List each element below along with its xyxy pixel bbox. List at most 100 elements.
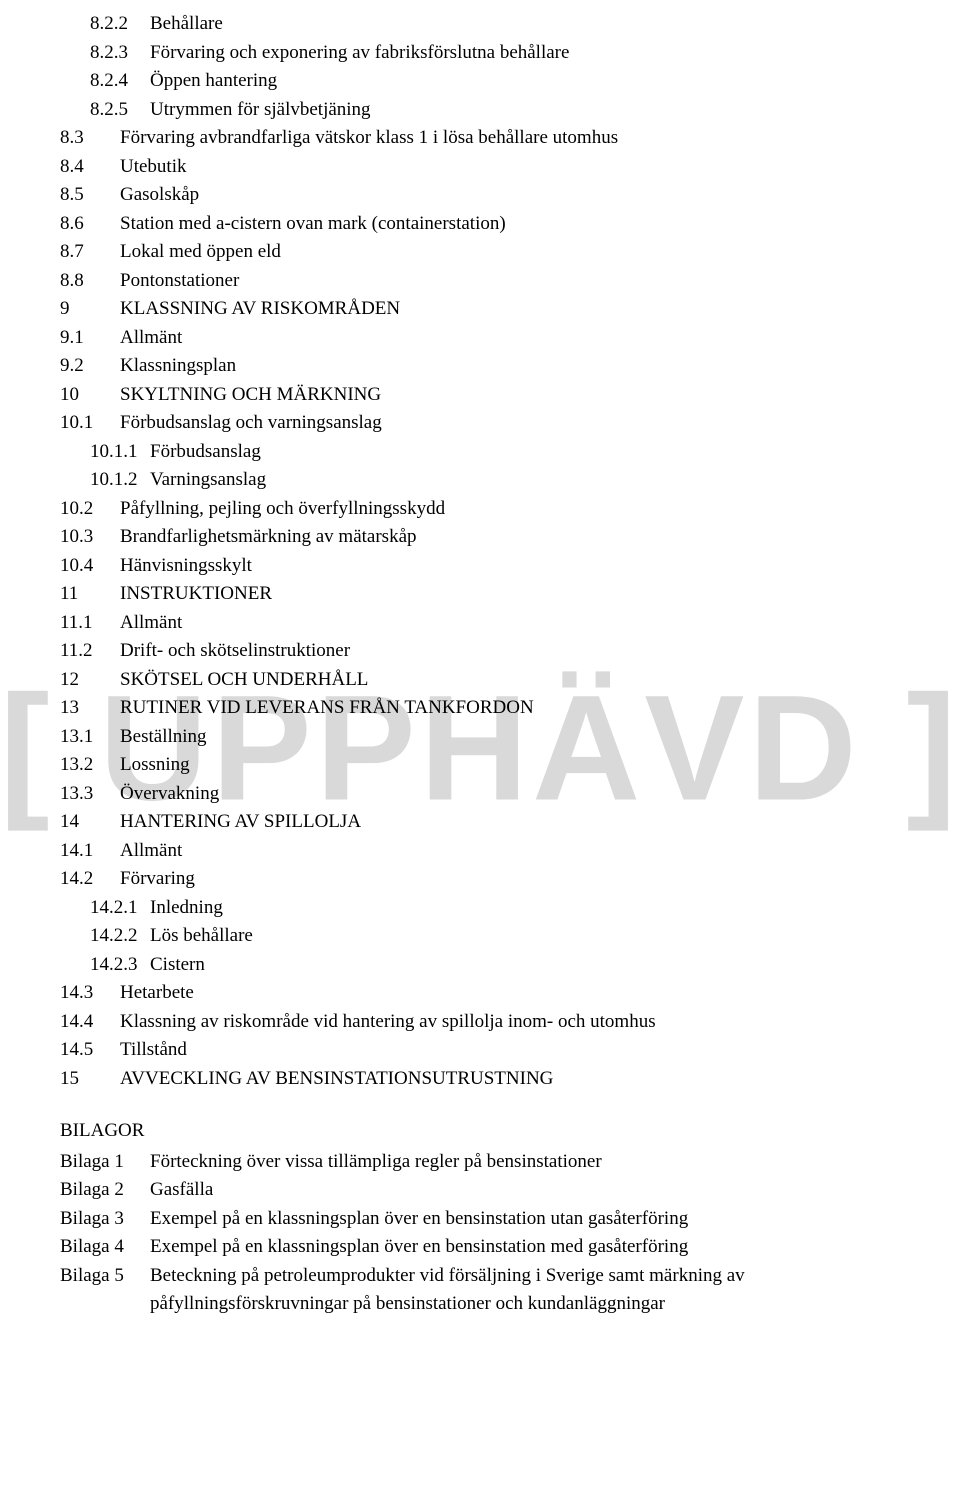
toc-number: 11.1: [60, 609, 120, 638]
bilaga-row: Bilaga 4Exempel på en klassningsplan öve…: [60, 1233, 900, 1262]
toc-number: 10.4: [60, 552, 120, 581]
bilagor-list: Bilaga 1Förteckning över vissa tillämpli…: [60, 1148, 900, 1319]
toc-number: 12: [60, 666, 120, 695]
toc-row: 11.2Drift- och skötselinstruktioner: [60, 637, 900, 666]
toc-number: 8.3: [60, 124, 120, 153]
toc-number: 8.2.3: [90, 39, 150, 68]
toc-list: 8.2.2Behållare8.2.3Förvaring och exponer…: [60, 10, 900, 1093]
toc-row: 9.2Klassningsplan: [60, 352, 900, 381]
toc-row: 8.2.3Förvaring och exponering av fabriks…: [60, 39, 900, 68]
toc-text: Klassningsplan: [120, 352, 236, 381]
toc-row: 11.1Allmänt: [60, 609, 900, 638]
toc-row: 14.2.1Inledning: [60, 894, 900, 923]
toc-number: 8.4: [60, 153, 120, 182]
toc-text: Brandfarlighetsmärkning av mätarskåp: [120, 523, 417, 552]
toc-row: 10.1Förbudsanslag och varningsanslag: [60, 409, 900, 438]
toc-number: 8.7: [60, 238, 120, 267]
toc-number: 8.2.4: [90, 67, 150, 96]
toc-row: 10.1.1Förbudsanslag: [60, 438, 900, 467]
toc-number: 8.8: [60, 267, 120, 296]
toc-number: 9: [60, 295, 120, 324]
toc-text: AVVECKLING AV BENSINSTATIONSUTRUSTNING: [120, 1065, 553, 1094]
toc-number: 10.3: [60, 523, 120, 552]
toc-number: 14.5: [60, 1036, 120, 1065]
toc-row: 8.3Förvaring avbrandfarliga vätskor klas…: [60, 124, 900, 153]
toc-row: 12SKÖTSEL OCH UNDERHÅLL: [60, 666, 900, 695]
toc-number: 14.1: [60, 837, 120, 866]
toc-text: Allmänt: [120, 609, 182, 638]
bilagor-heading: BILAGOR: [60, 1117, 900, 1146]
toc-text: Hänvisningsskylt: [120, 552, 252, 581]
toc-row: 10.2Påfyllning, pejling och överfyllning…: [60, 495, 900, 524]
toc-text: RUTINER VID LEVERANS FRÅN TANKFORDON: [120, 694, 534, 723]
toc-number: 9.1: [60, 324, 120, 353]
toc-text: Förbudsanslag och varningsanslag: [120, 409, 382, 438]
toc-row: 10SKYLTNING OCH MÄRKNING: [60, 381, 900, 410]
toc-text: Hetarbete: [120, 979, 194, 1008]
toc-text: Drift- och skötselinstruktioner: [120, 637, 350, 666]
toc-number: 10: [60, 381, 120, 410]
toc-row: 8.5Gasolskåp: [60, 181, 900, 210]
bilaga-row: Bilaga 2Gasfälla: [60, 1176, 900, 1205]
toc-row: 14.3Hetarbete: [60, 979, 900, 1008]
toc-text: INSTRUKTIONER: [120, 580, 272, 609]
toc-text: Lös behållare: [150, 922, 253, 951]
bilaga-row: Bilaga 1Förteckning över vissa tillämpli…: [60, 1148, 900, 1177]
toc-number: 9.2: [60, 352, 120, 381]
bilaga-text: Exempel på en klassningsplan över en ben…: [150, 1233, 688, 1262]
toc-text: HANTERING AV SPILLOLJA: [120, 808, 361, 837]
toc-text: Allmänt: [120, 324, 182, 353]
page: [ UPPHÄVD ] 8.2.2Behållare8.2.3Förvaring…: [0, 0, 960, 1496]
toc-number: 15: [60, 1065, 120, 1094]
toc-number: 10.2: [60, 495, 120, 524]
bilaga-number: Bilaga 2: [60, 1176, 150, 1205]
toc-row: 14.1Allmänt: [60, 837, 900, 866]
toc-number: 10.1: [60, 409, 120, 438]
toc-row: 8.8Pontonstationer: [60, 267, 900, 296]
toc-number: 13.2: [60, 751, 120, 780]
toc-row: 8.7Lokal med öppen eld: [60, 238, 900, 267]
toc-row: 8.2.2Behållare: [60, 10, 900, 39]
bilaga-number: Bilaga 1: [60, 1148, 150, 1177]
toc-text: Varningsanslag: [150, 466, 266, 495]
toc-row: 13.2Lossning: [60, 751, 900, 780]
bilaga-number: Bilaga 4: [60, 1233, 150, 1262]
toc-number: 13.1: [60, 723, 120, 752]
bilaga-text: Förteckning över vissa tillämpliga regle…: [150, 1148, 602, 1177]
toc-text: Tillstånd: [120, 1036, 187, 1065]
toc-text: Cistern: [150, 951, 205, 980]
toc-text: Förvaring avbrandfarliga vätskor klass 1…: [120, 124, 618, 153]
toc-text: SKÖTSEL OCH UNDERHÅLL: [120, 666, 368, 695]
toc-row: 9.1Allmänt: [60, 324, 900, 353]
toc-row: 11INSTRUKTIONER: [60, 580, 900, 609]
toc-number: 14.4: [60, 1008, 120, 1037]
toc-number: 14.3: [60, 979, 120, 1008]
toc-number: 8.2.2: [90, 10, 150, 39]
content: 8.2.2Behållare8.2.3Förvaring och exponer…: [60, 10, 900, 1319]
toc-number: 13: [60, 694, 120, 723]
toc-row: 14.2.3Cistern: [60, 951, 900, 980]
toc-number: 11.2: [60, 637, 120, 666]
toc-text: Beställning: [120, 723, 207, 752]
bilaga-number: Bilaga 3: [60, 1205, 150, 1234]
toc-text: Gasolskåp: [120, 181, 199, 210]
toc-text: Allmänt: [120, 837, 182, 866]
toc-row: 14.2Förvaring: [60, 865, 900, 894]
toc-text: SKYLTNING OCH MÄRKNING: [120, 381, 381, 410]
bilaga-text: Beteckning på petroleumprodukter vid för…: [150, 1262, 900, 1319]
bilaga-text: Gasfälla: [150, 1176, 213, 1205]
toc-row: 10.3Brandfarlighetsmärkning av mätarskåp: [60, 523, 900, 552]
toc-row: 14.2.2Lös behållare: [60, 922, 900, 951]
toc-text: Lokal med öppen eld: [120, 238, 281, 267]
toc-text: Klassning av riskområde vid hantering av…: [120, 1008, 656, 1037]
toc-text: Öppen hantering: [150, 67, 277, 96]
toc-row: 14.5Tillstånd: [60, 1036, 900, 1065]
toc-row: 8.6Station med a-cistern ovan mark (cont…: [60, 210, 900, 239]
bilaga-number: Bilaga 5: [60, 1262, 150, 1291]
toc-text: Inledning: [150, 894, 223, 923]
toc-row: 15AVVECKLING AV BENSINSTATIONSUTRUSTNING: [60, 1065, 900, 1094]
toc-text: Pontonstationer: [120, 267, 239, 296]
toc-number: 14.2.3: [90, 951, 150, 980]
toc-text: Utebutik: [120, 153, 187, 182]
toc-number: 14: [60, 808, 120, 837]
